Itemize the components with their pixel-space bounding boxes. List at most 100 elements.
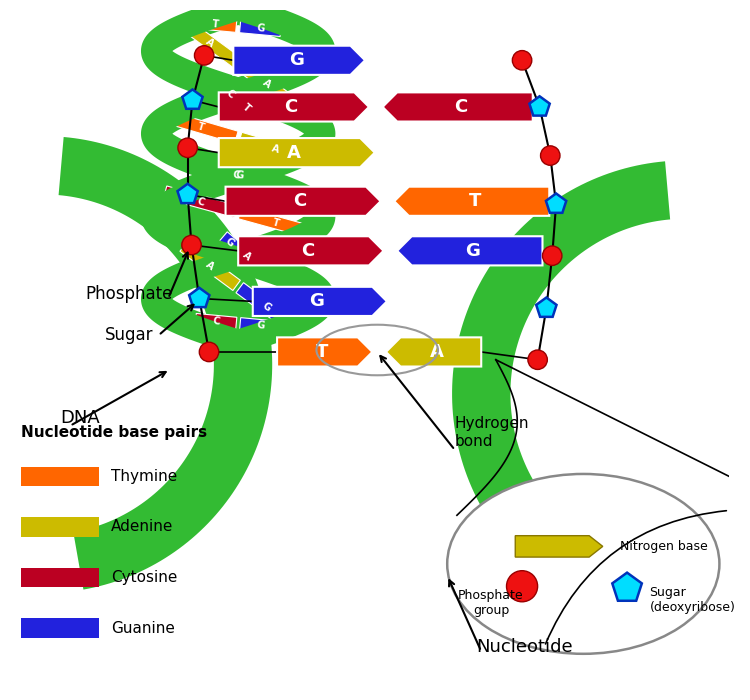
Polygon shape <box>394 187 549 216</box>
Polygon shape <box>219 92 369 122</box>
FancyBboxPatch shape <box>380 187 394 216</box>
Circle shape <box>506 570 538 602</box>
Text: T: T <box>241 102 252 113</box>
Polygon shape <box>239 318 281 334</box>
Text: Phosphate
group: Phosphate group <box>458 589 524 617</box>
Polygon shape <box>386 337 482 367</box>
Text: Thymine: Thymine <box>111 469 177 484</box>
Text: A: A <box>260 78 272 90</box>
Text: G: G <box>289 51 304 69</box>
Polygon shape <box>58 137 272 589</box>
Polygon shape <box>219 232 241 253</box>
Polygon shape <box>536 298 556 317</box>
FancyBboxPatch shape <box>22 568 99 587</box>
Polygon shape <box>253 287 387 316</box>
Circle shape <box>178 138 197 158</box>
Polygon shape <box>178 184 198 203</box>
FancyBboxPatch shape <box>383 237 398 265</box>
Polygon shape <box>145 0 332 351</box>
Polygon shape <box>226 187 380 216</box>
Polygon shape <box>219 83 241 104</box>
Text: Guanine: Guanine <box>111 620 175 636</box>
Text: T: T <box>469 193 481 210</box>
Text: G: G <box>465 241 480 260</box>
Polygon shape <box>239 20 281 36</box>
FancyBboxPatch shape <box>22 517 99 537</box>
Text: Sugar: Sugar <box>105 326 154 344</box>
Text: C: C <box>454 98 467 116</box>
Text: Nitrogen base: Nitrogen base <box>620 540 708 553</box>
FancyBboxPatch shape <box>365 46 379 75</box>
Circle shape <box>200 342 219 362</box>
Text: Sugar
(deoxyribose): Sugar (deoxyribose) <box>650 586 735 614</box>
Circle shape <box>542 246 562 265</box>
Polygon shape <box>164 111 238 144</box>
Text: T: T <box>271 217 280 228</box>
Text: A: A <box>204 36 216 49</box>
Polygon shape <box>530 97 550 116</box>
Polygon shape <box>141 0 335 354</box>
Polygon shape <box>145 0 332 351</box>
Text: T: T <box>212 19 220 29</box>
Circle shape <box>194 46 214 65</box>
Text: G: G <box>224 236 236 248</box>
Text: Nucleotide: Nucleotide <box>476 638 573 655</box>
Text: DNA: DNA <box>60 409 100 427</box>
FancyBboxPatch shape <box>22 467 99 486</box>
Polygon shape <box>612 573 642 601</box>
Polygon shape <box>277 337 372 367</box>
Polygon shape <box>236 283 296 332</box>
Text: C: C <box>211 316 220 327</box>
Polygon shape <box>164 186 238 218</box>
Text: Adenine: Adenine <box>111 519 173 534</box>
FancyBboxPatch shape <box>22 618 99 638</box>
Polygon shape <box>236 246 257 267</box>
Polygon shape <box>232 168 241 181</box>
Text: A: A <box>430 343 443 361</box>
Polygon shape <box>238 237 383 265</box>
Polygon shape <box>398 237 542 265</box>
FancyBboxPatch shape <box>375 138 388 167</box>
Text: T: T <box>316 343 328 361</box>
Circle shape <box>541 146 560 165</box>
FancyBboxPatch shape <box>369 92 382 122</box>
Text: A: A <box>240 250 253 262</box>
Text: C: C <box>293 193 307 210</box>
Polygon shape <box>141 0 335 354</box>
Text: C: C <box>224 88 236 100</box>
Ellipse shape <box>447 474 719 654</box>
Text: A: A <box>287 144 301 162</box>
Text: T: T <box>196 121 206 133</box>
Polygon shape <box>233 46 365 75</box>
Text: A: A <box>271 143 280 155</box>
Polygon shape <box>180 18 240 67</box>
Polygon shape <box>515 536 603 557</box>
Text: A: A <box>204 260 216 272</box>
FancyBboxPatch shape <box>387 287 400 316</box>
Polygon shape <box>546 193 566 213</box>
Text: Cytosine: Cytosine <box>111 570 177 585</box>
Text: Nucleotide base pairs: Nucleotide base pairs <box>22 425 208 440</box>
Text: Phosphate: Phosphate <box>86 285 173 302</box>
Polygon shape <box>219 138 375 167</box>
Circle shape <box>182 235 201 255</box>
Text: G: G <box>260 301 272 314</box>
Text: G: G <box>256 321 265 331</box>
Text: C: C <box>196 196 206 208</box>
Text: G: G <box>236 170 244 181</box>
Polygon shape <box>189 288 209 307</box>
Polygon shape <box>238 132 313 165</box>
Text: C: C <box>302 241 314 260</box>
Polygon shape <box>182 90 203 108</box>
Polygon shape <box>236 60 296 108</box>
Polygon shape <box>382 92 532 122</box>
Text: G: G <box>310 293 324 310</box>
Text: Hydrogen
bond: Hydrogen bond <box>455 416 530 449</box>
Circle shape <box>528 350 548 370</box>
Polygon shape <box>236 97 257 118</box>
Polygon shape <box>195 16 237 32</box>
Text: C: C <box>232 169 240 180</box>
Polygon shape <box>195 314 237 330</box>
Text: G: G <box>256 23 265 34</box>
Polygon shape <box>180 241 241 290</box>
